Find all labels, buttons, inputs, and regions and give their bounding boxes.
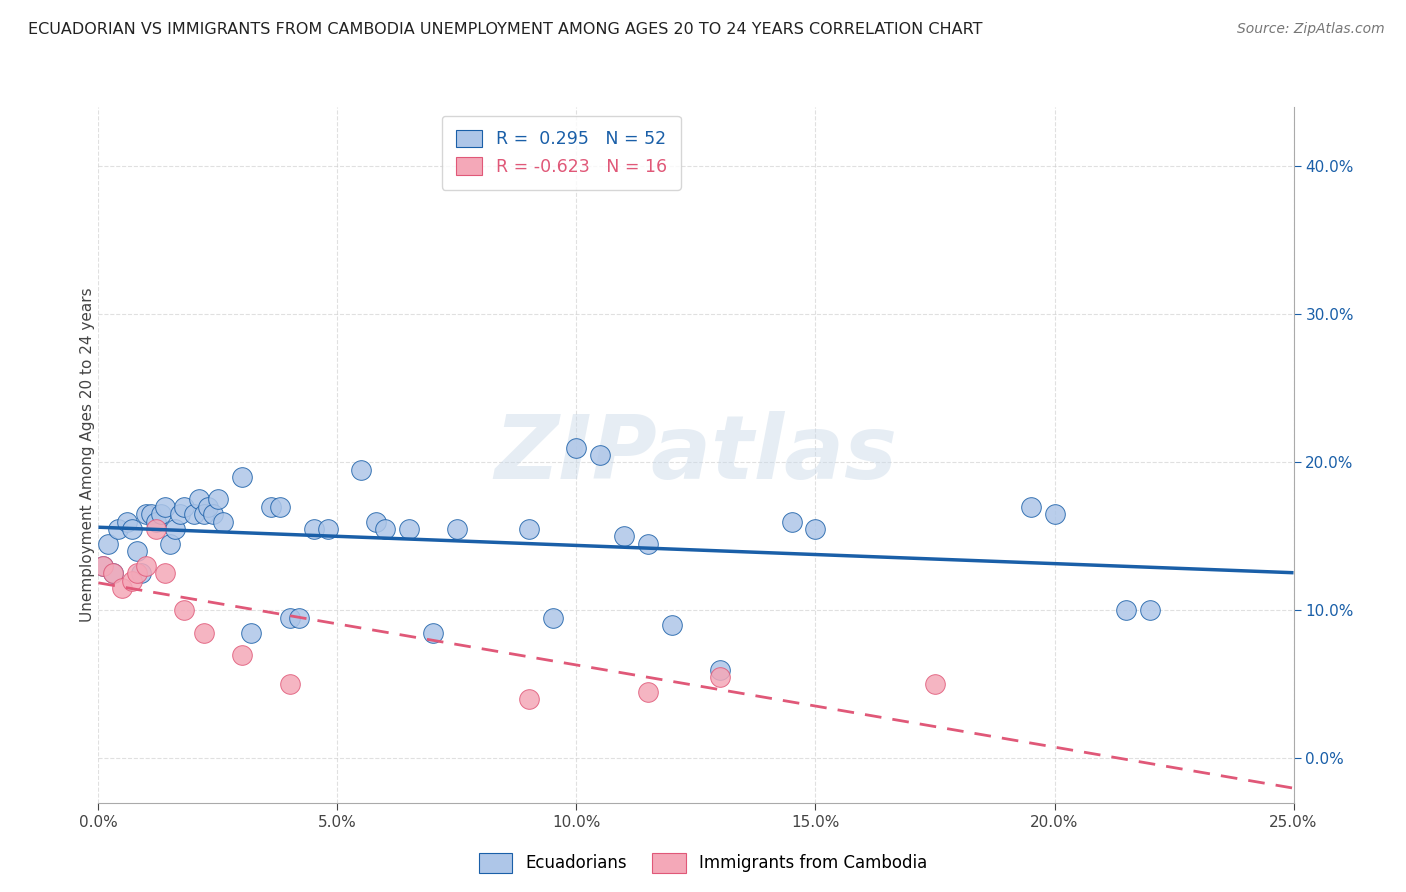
Point bbox=[231, 470, 253, 484]
Point bbox=[197, 500, 219, 514]
Point bbox=[278, 611, 301, 625]
Point bbox=[125, 566, 148, 581]
Point bbox=[169, 507, 191, 521]
Point bbox=[115, 515, 138, 529]
Point bbox=[288, 611, 311, 625]
Point bbox=[1043, 507, 1066, 521]
Point bbox=[91, 558, 114, 573]
Point bbox=[107, 522, 129, 536]
Point bbox=[121, 574, 143, 588]
Text: ZIPatlas: ZIPatlas bbox=[495, 411, 897, 499]
Point bbox=[350, 463, 373, 477]
Point bbox=[159, 537, 181, 551]
Point bbox=[207, 492, 229, 507]
Point bbox=[517, 522, 540, 536]
Point bbox=[183, 507, 205, 521]
Point bbox=[145, 515, 167, 529]
Point bbox=[135, 558, 157, 573]
Point bbox=[446, 522, 468, 536]
Point bbox=[398, 522, 420, 536]
Point bbox=[637, 685, 659, 699]
Point bbox=[187, 492, 209, 507]
Point bbox=[517, 692, 540, 706]
Point bbox=[924, 677, 946, 691]
Point bbox=[155, 500, 177, 514]
Text: Source: ZipAtlas.com: Source: ZipAtlas.com bbox=[1237, 22, 1385, 37]
Point bbox=[155, 566, 177, 581]
Point bbox=[709, 663, 731, 677]
Point bbox=[637, 537, 659, 551]
Point bbox=[422, 625, 444, 640]
Point bbox=[231, 648, 253, 662]
Point bbox=[145, 522, 167, 536]
Point bbox=[541, 611, 564, 625]
Legend: Ecuadorians, Immigrants from Cambodia: Ecuadorians, Immigrants from Cambodia bbox=[472, 847, 934, 880]
Point bbox=[193, 625, 215, 640]
Point bbox=[565, 441, 588, 455]
Point bbox=[804, 522, 827, 536]
Point bbox=[1139, 603, 1161, 617]
Point bbox=[111, 581, 134, 595]
Point bbox=[163, 522, 186, 536]
Point bbox=[121, 522, 143, 536]
Point bbox=[240, 625, 263, 640]
Point bbox=[97, 537, 120, 551]
Point bbox=[269, 500, 291, 514]
Point bbox=[193, 507, 215, 521]
Point bbox=[661, 618, 683, 632]
Point bbox=[302, 522, 325, 536]
Point bbox=[780, 515, 803, 529]
Point bbox=[211, 515, 233, 529]
Point bbox=[173, 603, 195, 617]
Point bbox=[149, 507, 172, 521]
Point bbox=[202, 507, 225, 521]
Point bbox=[589, 448, 612, 462]
Point bbox=[316, 522, 339, 536]
Point bbox=[131, 566, 153, 581]
Y-axis label: Unemployment Among Ages 20 to 24 years: Unemployment Among Ages 20 to 24 years bbox=[80, 287, 94, 623]
Point bbox=[1115, 603, 1137, 617]
Point bbox=[101, 566, 124, 581]
Point bbox=[125, 544, 148, 558]
Point bbox=[613, 529, 636, 543]
Point bbox=[101, 566, 124, 581]
Point bbox=[1019, 500, 1042, 514]
Text: ECUADORIAN VS IMMIGRANTS FROM CAMBODIA UNEMPLOYMENT AMONG AGES 20 TO 24 YEARS CO: ECUADORIAN VS IMMIGRANTS FROM CAMBODIA U… bbox=[28, 22, 983, 37]
Legend: R =  0.295   N = 52, R = -0.623   N = 16: R = 0.295 N = 52, R = -0.623 N = 16 bbox=[441, 116, 681, 190]
Point bbox=[91, 558, 114, 573]
Point bbox=[259, 500, 281, 514]
Point bbox=[364, 515, 387, 529]
Point bbox=[139, 507, 162, 521]
Point bbox=[374, 522, 396, 536]
Point bbox=[135, 507, 157, 521]
Point bbox=[173, 500, 195, 514]
Point bbox=[278, 677, 301, 691]
Point bbox=[709, 670, 731, 684]
